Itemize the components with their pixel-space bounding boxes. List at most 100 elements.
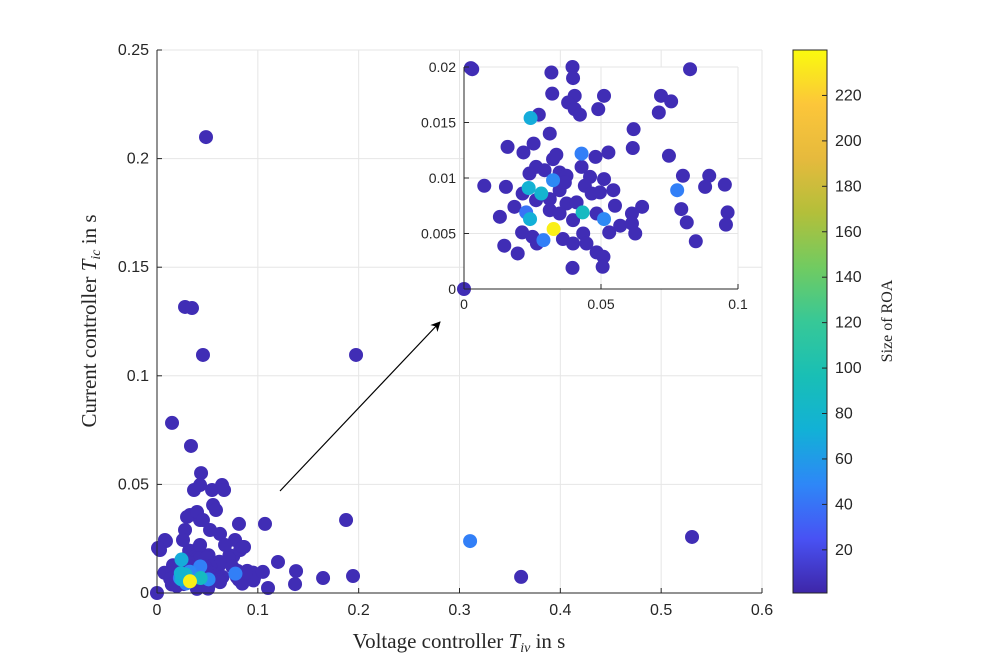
data-point xyxy=(235,576,250,591)
inset-data-point xyxy=(702,168,717,183)
inset-data-point xyxy=(717,177,732,192)
inset-data-point xyxy=(565,60,580,74)
inset-axis-lines: 0 0.05 0.1 0 0.005 0.01 0.015 0.02 xyxy=(421,59,748,312)
inset-data-point xyxy=(523,111,538,126)
data-point xyxy=(199,130,214,145)
inset-data-point xyxy=(597,212,612,227)
data-point xyxy=(183,438,198,453)
colorbar-tick-label: 140 xyxy=(835,269,862,286)
data-point xyxy=(346,569,361,584)
inset-data-point xyxy=(679,215,694,230)
inset-data-point xyxy=(596,249,611,264)
inset-data-point xyxy=(588,149,603,164)
inset-y-tick-label: 0 xyxy=(448,281,456,297)
data-point xyxy=(339,513,354,528)
inset-data-point xyxy=(688,234,703,249)
inset-data-point xyxy=(492,209,507,224)
data-point xyxy=(463,534,478,549)
x-axis-label: Voltage controller Tiv in s xyxy=(353,629,566,656)
inset-data-point xyxy=(559,196,574,211)
data-point xyxy=(271,554,285,569)
inset-y-tick-label: 0.01 xyxy=(429,170,456,186)
colorbar-tick-label: 160 xyxy=(835,224,862,241)
data-point xyxy=(151,541,166,556)
inset-data-point xyxy=(591,102,606,117)
x-tick-label: 0 xyxy=(153,602,162,619)
inset-data-point xyxy=(465,62,480,77)
y-tick-label: 0.05 xyxy=(118,476,149,493)
main-points xyxy=(150,130,700,600)
data-point xyxy=(514,569,529,584)
inset-y-tick-label: 0.015 xyxy=(421,115,456,131)
data-point xyxy=(203,523,218,538)
inset-data-point xyxy=(526,136,541,151)
inset-data-point xyxy=(675,168,690,183)
x-tick-label: 0.5 xyxy=(650,602,672,619)
inset-data-point xyxy=(626,122,641,137)
inset-data-point xyxy=(516,145,531,160)
data-point xyxy=(217,483,232,498)
colorbar-gradient xyxy=(792,49,828,594)
data-point xyxy=(288,577,303,592)
data-point xyxy=(184,301,199,316)
inset-data-point xyxy=(606,183,621,198)
data-point xyxy=(228,566,243,581)
inset-data-point xyxy=(595,259,610,274)
data-point xyxy=(193,559,208,574)
inset-x-tick-label: 0.1 xyxy=(728,296,748,312)
y-tick-label: 0.25 xyxy=(118,42,149,59)
inset-data-point xyxy=(523,212,538,227)
colorbar-tick-label: 200 xyxy=(835,133,862,150)
data-point xyxy=(208,503,223,518)
y-tick-label: 0.1 xyxy=(127,368,149,385)
inset-data-point xyxy=(574,159,589,174)
inset-data-point xyxy=(542,126,557,141)
data-point xyxy=(231,516,246,531)
y-axis-label: Current controller Tic in s xyxy=(77,214,104,427)
inset-data-point xyxy=(674,202,689,217)
colorbar-label: Size of ROA xyxy=(879,279,896,362)
data-point xyxy=(685,529,700,544)
data-point xyxy=(257,516,272,531)
x-tick-label: 0.6 xyxy=(751,602,773,619)
data-point xyxy=(187,483,202,498)
y-tick-label: 0.2 xyxy=(127,151,149,168)
inset-data-point xyxy=(607,198,622,213)
data-point xyxy=(194,466,209,481)
inset-x-tick-label: 0.05 xyxy=(587,296,614,312)
data-point xyxy=(316,571,331,586)
x-tick-label: 0.3 xyxy=(448,602,470,619)
inset-data-point xyxy=(498,179,513,194)
inset-points xyxy=(457,60,735,296)
inset-data-point xyxy=(549,147,564,162)
inset-data-point xyxy=(683,62,698,77)
inset-data-point xyxy=(651,105,666,120)
inset-axes: 0 0.05 0.1 0 0.005 0.01 0.015 0.02 xyxy=(421,59,748,312)
y-tick-label: 0 xyxy=(140,585,149,602)
colorbar-tick-label: 220 xyxy=(835,87,862,104)
colorbar-tick-label: 80 xyxy=(835,406,853,423)
data-point xyxy=(238,566,253,581)
x-tick-label: 0.4 xyxy=(549,602,571,619)
inset-data-point xyxy=(566,71,581,86)
inset-data-point xyxy=(597,172,612,187)
inset-x-tick-label: 0 xyxy=(460,296,468,312)
inset-y-tick-label: 0.005 xyxy=(421,226,456,242)
inset-data-point xyxy=(546,173,561,188)
data-point xyxy=(289,564,304,579)
colorbar-tick-label: 100 xyxy=(835,360,862,377)
data-point xyxy=(165,415,180,430)
zoom-arrow xyxy=(279,321,441,492)
inset-data-point xyxy=(601,145,616,160)
inset-data-point xyxy=(544,65,559,80)
inset-data-point xyxy=(698,179,713,194)
data-point xyxy=(176,533,191,548)
data-point xyxy=(349,347,364,362)
inset-data-point xyxy=(545,86,560,101)
inset-data-point xyxy=(565,260,580,275)
inset-data-point xyxy=(521,180,536,195)
inset-data-point xyxy=(566,213,581,228)
data-point xyxy=(218,537,233,552)
inset-data-point xyxy=(661,148,676,163)
data-point xyxy=(195,347,210,362)
